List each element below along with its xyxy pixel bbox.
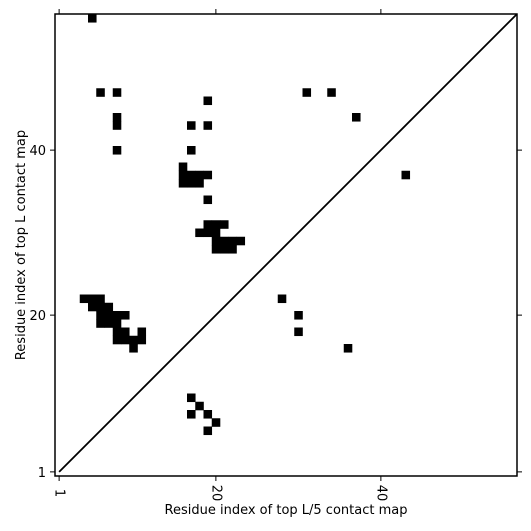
contact-cell-top-l (121, 311, 130, 320)
contact-cell-top-l (195, 170, 204, 180)
axis-ticks: 1 20 40 1 20 40 (29, 9, 522, 501)
contact-cell-top-l (88, 14, 97, 23)
contact-cell-top-l5 (302, 88, 312, 97)
y-axis-label: Residue index of top L contact map (14, 130, 29, 360)
contact-cell-top-l5 (327, 88, 336, 97)
contact-cell-top-l (96, 88, 105, 97)
y-tick-label: 20 (29, 309, 46, 324)
contact-cell-top-l (104, 311, 114, 320)
contact-cell-top-l (220, 236, 229, 246)
x-axis-label: Residue index of top L/5 contact map (165, 503, 408, 518)
contact-cell-top-l (187, 146, 196, 155)
contact-cell-top-l5 (187, 393, 196, 403)
contact-cell-top-l5 (294, 327, 303, 337)
contact-cell-top-l (211, 245, 221, 254)
x-tick-label: 20 (208, 485, 223, 502)
contact-cell-top-l (203, 96, 213, 106)
contact-cell-top-l (203, 170, 213, 180)
contact-cell-top-l (220, 245, 229, 254)
contact-cell-top-l (112, 121, 122, 130)
x-tick-label: 40 (373, 485, 388, 502)
contact-cell-top-l (187, 170, 196, 180)
contact-cell-top-l (96, 311, 105, 320)
contact-cell-top-l (220, 220, 229, 229)
diagonal-line (58, 13, 518, 473)
contact-cell-top-l (96, 302, 105, 312)
contact-cell-top-l (112, 327, 122, 337)
contact-cell-top-l5 (343, 344, 353, 353)
contact-cell-top-l5 (294, 311, 303, 320)
contact-cell-top-l (187, 121, 196, 130)
contact-cell-top-l5 (352, 113, 361, 122)
contact-cell-top-l (228, 245, 237, 254)
contact-cell-top-l (178, 170, 188, 180)
contact-cell-top-l (203, 121, 213, 130)
contact-cell-top-l5 (401, 170, 411, 180)
contact-cell-top-l (178, 179, 188, 188)
contact-cell-top-l (112, 146, 122, 155)
contact-cell-top-l (88, 294, 97, 304)
contact-cell-top-l (203, 228, 213, 238)
y-tick-label: 1 (38, 466, 46, 481)
contact-cell-top-l (178, 162, 188, 172)
contact-cell-top-l (129, 344, 138, 353)
contact-cell-top-l5 (195, 401, 204, 411)
contact-cell-top-l5 (187, 410, 196, 419)
contact-cell-top-l (187, 179, 196, 188)
contact-cell-top-l (236, 236, 246, 246)
contact-cell-top-l5 (277, 294, 287, 304)
contact-cell-top-l (104, 302, 114, 312)
contact-cells (79, 14, 411, 436)
contact-cell-top-l (211, 228, 221, 238)
contact-cell-top-l (195, 179, 204, 188)
contact-cell-top-l5 (203, 426, 213, 436)
contact-cell-top-l (137, 327, 147, 337)
contact-cell-top-l (211, 220, 221, 229)
contact-cell-top-l (195, 228, 204, 238)
y-tick-label: 40 (29, 144, 46, 159)
contact-cell-top-l (203, 220, 213, 229)
contact-cell-top-l (112, 335, 122, 345)
contact-cell-top-l (211, 236, 221, 246)
contact-cell-top-l (129, 335, 138, 345)
contact-cell-top-l (203, 195, 213, 205)
contact-cell-top-l (88, 302, 97, 312)
contact-cell-top-l (96, 294, 105, 304)
contact-cell-top-l (137, 335, 147, 345)
contact-cell-top-l (79, 294, 89, 304)
contact-cell-top-l (112, 113, 122, 122)
contact-cell-top-l (121, 327, 130, 337)
contact-cell-top-l (228, 236, 237, 246)
contact-cell-top-l (112, 311, 122, 320)
contact-cell-top-l (112, 88, 122, 97)
contact-cell-top-l (121, 335, 130, 345)
plot-frame (54, 13, 518, 477)
x-tick-label: 1 (52, 489, 67, 497)
contact-cell-top-l (96, 319, 105, 328)
contact-cell-top-l5 (203, 410, 213, 419)
contact-cell-top-l (112, 319, 122, 328)
contact-cell-top-l5 (211, 418, 221, 427)
contact-cell-top-l (104, 319, 114, 328)
